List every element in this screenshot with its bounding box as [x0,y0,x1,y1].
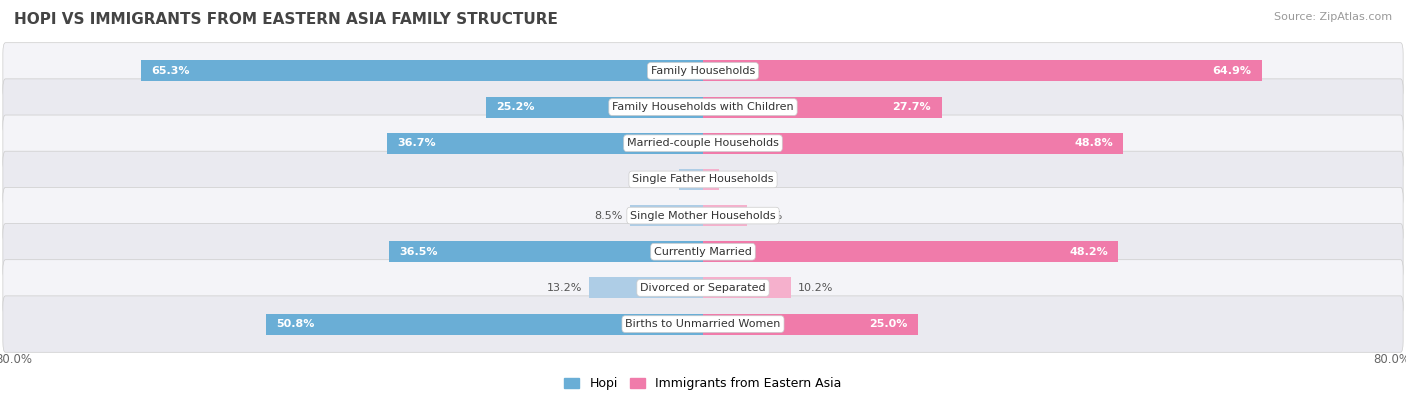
Text: Single Father Households: Single Father Households [633,175,773,184]
Text: 48.8%: 48.8% [1074,138,1114,148]
Text: 50.8%: 50.8% [276,319,314,329]
Bar [589,277,703,298]
Bar [703,97,942,118]
FancyBboxPatch shape [3,79,1403,135]
Bar [388,241,703,262]
Text: Single Mother Households: Single Mother Households [630,211,776,220]
Bar [141,60,703,81]
Text: Family Households: Family Households [651,66,755,76]
Text: 25.0%: 25.0% [869,319,908,329]
Text: 1.9%: 1.9% [727,175,755,184]
Text: 8.5%: 8.5% [595,211,623,220]
Bar [703,205,747,226]
Text: 36.7%: 36.7% [398,138,436,148]
FancyBboxPatch shape [3,187,1403,244]
Text: 64.9%: 64.9% [1212,66,1251,76]
Bar [703,133,1123,154]
Bar [679,169,703,190]
Text: 36.5%: 36.5% [399,247,437,257]
Text: Family Households with Children: Family Households with Children [612,102,794,112]
Legend: Hopi, Immigrants from Eastern Asia: Hopi, Immigrants from Eastern Asia [560,372,846,395]
FancyBboxPatch shape [3,43,1403,99]
Text: Currently Married: Currently Married [654,247,752,257]
Bar [486,97,703,118]
Bar [703,277,790,298]
Text: 10.2%: 10.2% [797,283,834,293]
Text: Births to Unmarried Women: Births to Unmarried Women [626,319,780,329]
Text: 2.8%: 2.8% [644,175,672,184]
Text: HOPI VS IMMIGRANTS FROM EASTERN ASIA FAMILY STRUCTURE: HOPI VS IMMIGRANTS FROM EASTERN ASIA FAM… [14,12,558,27]
Text: Source: ZipAtlas.com: Source: ZipAtlas.com [1274,12,1392,22]
Bar [630,205,703,226]
Text: Married-couple Households: Married-couple Households [627,138,779,148]
Bar [387,133,703,154]
FancyBboxPatch shape [3,296,1403,352]
FancyBboxPatch shape [3,151,1403,208]
Bar [703,60,1263,81]
Text: Divorced or Separated: Divorced or Separated [640,283,766,293]
FancyBboxPatch shape [3,224,1403,280]
FancyBboxPatch shape [3,115,1403,171]
Text: 65.3%: 65.3% [150,66,190,76]
Text: 27.7%: 27.7% [893,102,931,112]
Bar [703,169,720,190]
Bar [703,241,1118,262]
Text: 48.2%: 48.2% [1069,247,1108,257]
Text: 5.1%: 5.1% [754,211,782,220]
FancyBboxPatch shape [3,260,1403,316]
Text: 25.2%: 25.2% [496,102,534,112]
Bar [266,314,703,335]
Text: 13.2%: 13.2% [547,283,582,293]
Bar [703,314,918,335]
